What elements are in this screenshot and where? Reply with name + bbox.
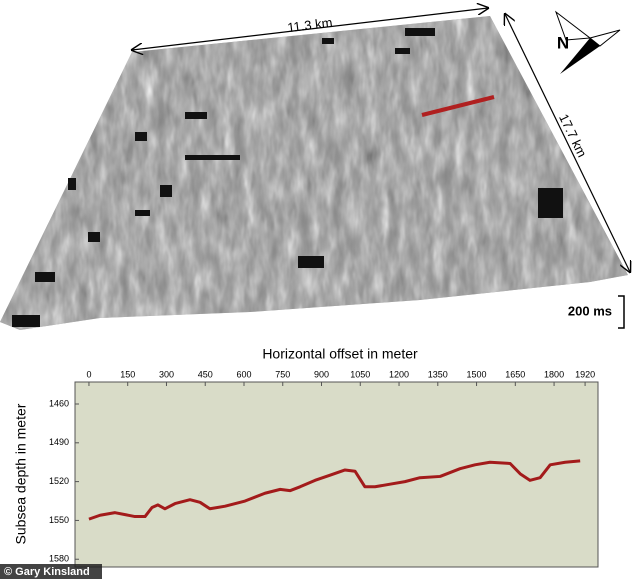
x-tick-label: 450	[198, 369, 213, 379]
x-tick-label: 1650	[505, 369, 525, 379]
north-arrow: N	[554, 10, 621, 74]
y-tick-label: 1520	[49, 476, 69, 486]
x-tick-label: 1800	[544, 369, 564, 379]
x-tick-label: 0	[86, 369, 91, 379]
y-tick-label: 1580	[49, 554, 69, 564]
credit-bg	[0, 564, 102, 579]
x-tick-label: 150	[120, 369, 135, 379]
y-tick-label: 1550	[49, 515, 69, 525]
surface	[0, 16, 628, 330]
length-arrow	[505, 14, 630, 272]
scale-label: 200 ms	[568, 303, 612, 318]
y-axis-label: Subsea depth in meter	[13, 403, 29, 544]
x-tick-label: 600	[236, 369, 251, 379]
x-tick-label: 1050	[350, 369, 370, 379]
x-axis-label: Horizontal offset in meter	[262, 346, 418, 362]
width-arrow	[132, 8, 488, 50]
north-label: N	[557, 33, 569, 52]
surface-texture	[0, 16, 628, 330]
x-tick-label: 1200	[389, 369, 409, 379]
y-tick-label: 1460	[49, 398, 69, 408]
credit: © Gary Kinsland	[4, 566, 90, 578]
x-tick-label: 1920	[575, 369, 595, 379]
width-label: 11.3 km	[286, 15, 333, 35]
x-tick-label: 750	[275, 369, 290, 379]
x-tick-label: 1500	[467, 369, 487, 379]
depth-line	[88, 459, 581, 521]
x-tick-label: 300	[159, 369, 174, 379]
scale-bar	[618, 295, 625, 329]
profile-line	[421, 95, 495, 117]
x-tick-label: 900	[314, 369, 329, 379]
x-tick-label: 1350	[428, 369, 448, 379]
y-tick-label: 1490	[49, 437, 69, 447]
